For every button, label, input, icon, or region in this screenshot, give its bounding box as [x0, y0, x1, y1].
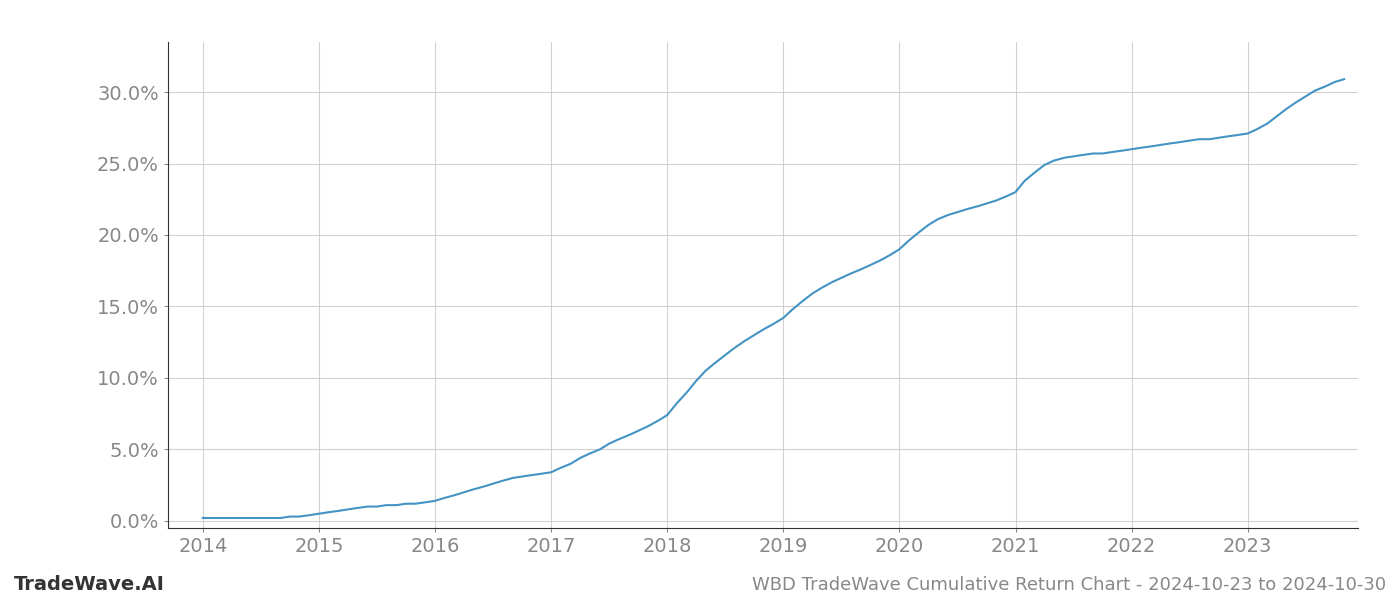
Text: WBD TradeWave Cumulative Return Chart - 2024-10-23 to 2024-10-30: WBD TradeWave Cumulative Return Chart - … — [752, 576, 1386, 594]
Text: TradeWave.AI: TradeWave.AI — [14, 575, 165, 594]
